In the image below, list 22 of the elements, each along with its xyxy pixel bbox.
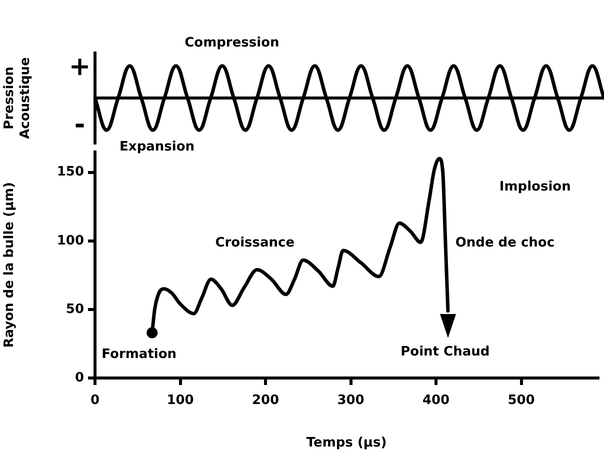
x-tick-label: 500 bbox=[508, 393, 535, 408]
y-axis-title: Rayon de la bulle (µm) bbox=[2, 182, 18, 348]
x-axis-title: Temps (µs) bbox=[306, 436, 387, 451]
annotation: Expansion bbox=[120, 140, 195, 155]
annotation: Formation bbox=[102, 347, 177, 362]
y-tick-label: 150 bbox=[56, 164, 84, 180]
y-axis-title: Pression Acoustique bbox=[2, 56, 33, 139]
annotation: Point Chaud bbox=[400, 344, 490, 360]
text: + bbox=[68, 52, 91, 82]
x-tick-label: 400 bbox=[422, 393, 450, 408]
x-tick-label: 100 bbox=[166, 393, 194, 408]
x-tick-label: 200 bbox=[252, 393, 280, 408]
text: Compression bbox=[184, 36, 280, 51]
y-tick-label: 50 bbox=[66, 302, 84, 317]
y-tick-label: 100 bbox=[56, 233, 84, 248]
x-tick-label: 0 bbox=[90, 393, 100, 408]
y-tick-label: 0 bbox=[74, 370, 84, 386]
annotation: Croissance bbox=[215, 235, 295, 250]
x-tick-label: 300 bbox=[337, 393, 364, 408]
text: - bbox=[74, 110, 86, 140]
annotation: Implosion bbox=[499, 179, 571, 194]
annotation: Onde de choc bbox=[455, 235, 555, 250]
